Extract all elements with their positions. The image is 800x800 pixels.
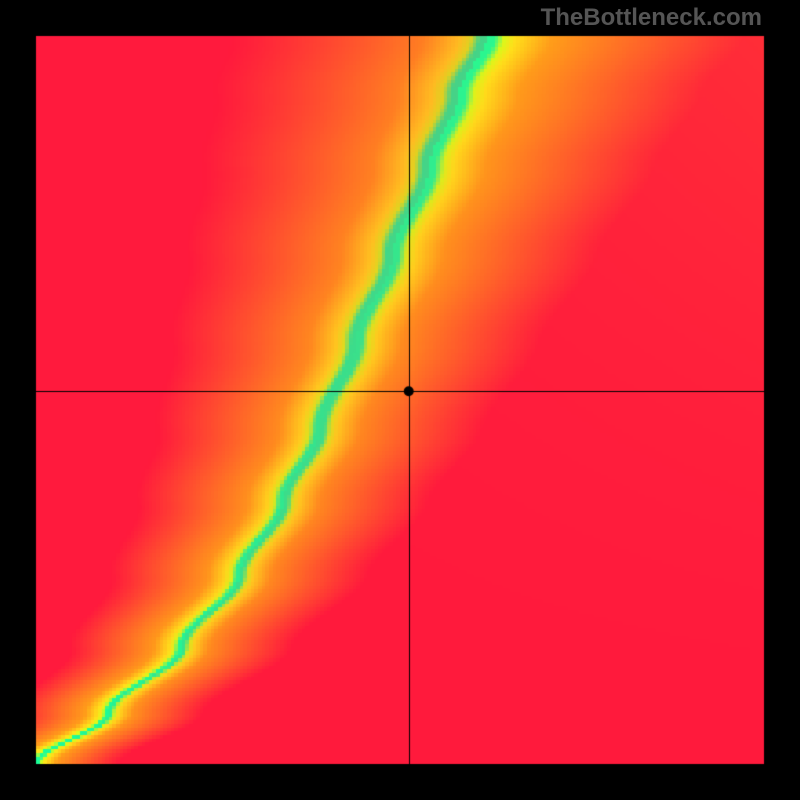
chart-container: TheBottleneck.com	[0, 0, 800, 800]
watermark-text: TheBottleneck.com	[541, 4, 762, 32]
bottleneck-heatmap-canvas	[0, 0, 800, 800]
